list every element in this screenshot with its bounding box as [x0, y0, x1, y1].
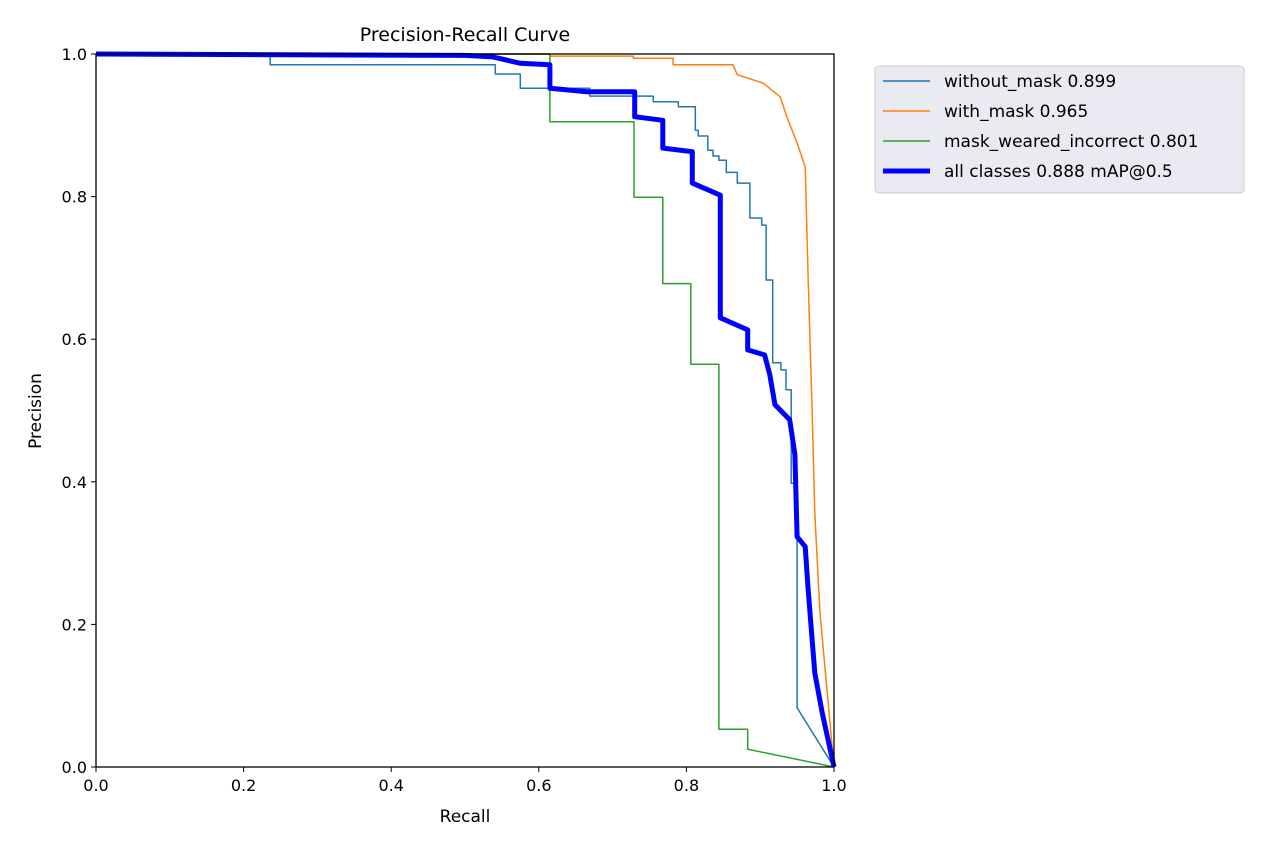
y-tick-label: 0.8: [62, 188, 87, 207]
y-tick-label: 0.2: [62, 615, 87, 634]
x-tick-label: 0.2: [231, 776, 256, 795]
legend: without_mask 0.899 with_mask 0.965 mask_we…: [874, 65, 1245, 194]
chart-title: Precision-Recall Curve: [360, 24, 570, 46]
legend-box: [874, 65, 1245, 194]
legend-entry-2: mask_weared_incorrect 0.801: [944, 132, 1198, 152]
plot-frame: [95, 53, 835, 768]
series-line-0: [96, 53, 835, 768]
y-tick-label: 0.6: [62, 330, 87, 349]
x-tick-label: 0.6: [526, 776, 551, 795]
x-tick-label: 0.8: [674, 776, 699, 795]
y-tick-label: 0.0: [62, 758, 87, 777]
y-tick-label: 0.4: [62, 473, 87, 492]
x-axis-label: Recall: [440, 807, 491, 827]
series-line-2: [96, 53, 835, 768]
legend-entry-0: without_mask 0.899: [944, 72, 1116, 92]
x-tick-label: 0.0: [83, 776, 108, 795]
legend-entry-3: all classes 0.888 mAP@0.5: [944, 162, 1173, 182]
series-line-1: [96, 53, 835, 768]
legend-entry-1: with_mask 0.965: [944, 102, 1088, 122]
y-tick-label: 1.0: [62, 45, 87, 64]
y-axis-label: Precision: [26, 373, 46, 449]
x-tick-label: 0.4: [378, 776, 403, 795]
x-tick-label: 1.0: [821, 776, 846, 795]
series-line-3: [95, 51, 837, 768]
